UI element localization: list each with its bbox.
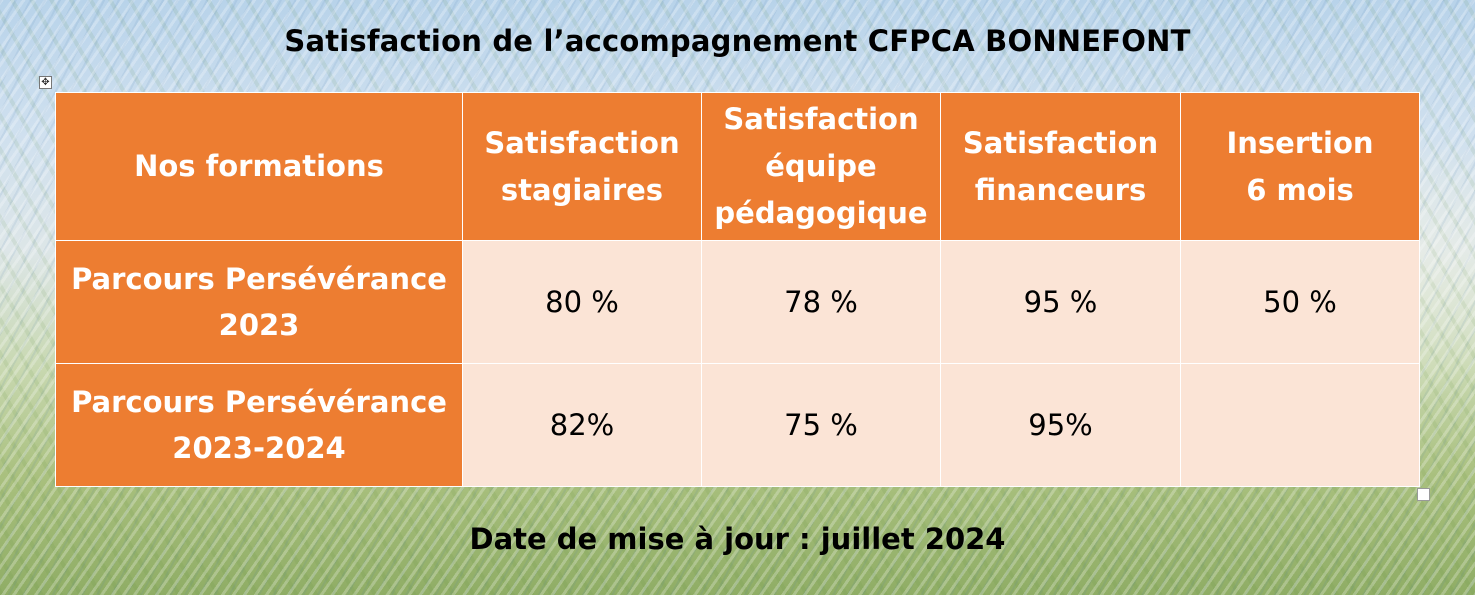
header-label-line3: pédagogique: [714, 196, 928, 230]
header-satisfaction-equipe: Satisfaction équipe pédagogique: [701, 92, 941, 241]
header-label-line2: 6 mois: [1246, 172, 1354, 207]
row-label: Parcours Persévérance 2023-2024: [55, 363, 463, 487]
table-resize-handle-icon[interactable]: [1417, 488, 1430, 501]
header-satisfaction-stagiaires: Satisfaction stagiaires: [462, 92, 702, 241]
table-move-handle-icon[interactable]: ✥: [39, 76, 52, 89]
cell-insertion: [1180, 363, 1420, 487]
cell-satisfaction-equipe: 75 %: [701, 363, 941, 487]
cell-insertion: 50 %: [1180, 240, 1420, 364]
cell-satisfaction-stagiaires: 82%: [462, 363, 702, 487]
header-label-line1: Satisfaction: [723, 102, 919, 136]
table-header-row: Nos formations Satisfaction stagiaires S…: [55, 92, 1420, 241]
header-label-line2: stagiaires: [500, 172, 664, 207]
page-title: Satisfaction de l’accompagnement CFPCA B…: [284, 24, 1191, 58]
row-label-line1: Parcours Persévérance: [71, 262, 447, 296]
header-nos-formations: Nos formations: [55, 92, 463, 241]
satisfaction-table: Nos formations Satisfaction stagiaires S…: [55, 92, 1420, 487]
header-label-line2: équipe: [765, 149, 877, 183]
row-label-line2: 2023-2024: [172, 431, 346, 465]
row-label-line2: 2023: [218, 308, 300, 342]
update-date: Date de mise à jour : juillet 2024: [469, 522, 1006, 556]
cell-satisfaction-financeurs: 95%: [940, 363, 1181, 487]
header-label: Nos formations: [134, 149, 384, 183]
table-row: Parcours Persévérance 2023 80 % 78 % 95 …: [55, 240, 1420, 364]
table-row: Parcours Persévérance 2023-2024 82% 75 %…: [55, 363, 1420, 487]
cell-satisfaction-equipe: 78 %: [701, 240, 941, 364]
header-label-line1: Insertion: [1226, 125, 1374, 160]
header-satisfaction-financeurs: Satisfaction financeurs: [940, 92, 1181, 241]
header-label-line1: Satisfaction: [484, 125, 680, 160]
header-label-line1: Satisfaction: [962, 125, 1159, 160]
cell-satisfaction-financeurs: 95 %: [940, 240, 1181, 364]
cell-satisfaction-stagiaires: 80 %: [462, 240, 702, 364]
row-label: Parcours Persévérance 2023: [55, 240, 463, 364]
header-label-line2: financeurs: [974, 172, 1147, 207]
header-insertion: Insertion 6 mois: [1180, 92, 1420, 241]
row-label-line1: Parcours Persévérance: [71, 385, 447, 419]
